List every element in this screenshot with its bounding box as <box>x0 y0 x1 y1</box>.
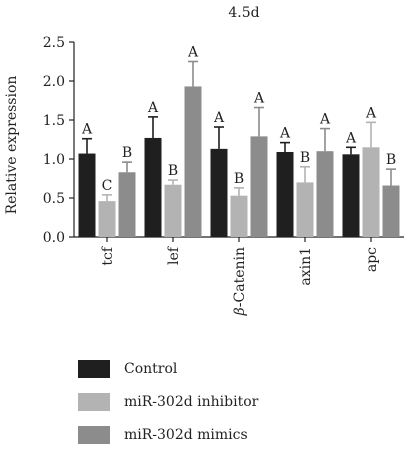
x-tick-label: β-Catenin <box>232 247 248 316</box>
legend-label-inhibitor: miR-302d inhibitor <box>124 393 259 410</box>
x-tick-label: axin1 <box>298 247 314 286</box>
x-tick-label: lef <box>166 245 182 265</box>
significance-label: A <box>213 110 225 126</box>
bar <box>316 151 334 237</box>
bar <box>296 182 314 237</box>
significance-label: B <box>300 150 310 166</box>
legend-swatch-control <box>78 359 110 378</box>
legend-item-inhibitor: miR-302d inhibitor <box>78 385 258 418</box>
y-tick-label: 2.5 <box>43 35 65 51</box>
bar <box>230 195 248 237</box>
y-tick-label: 0.0 <box>43 230 65 246</box>
bar <box>118 172 136 237</box>
significance-label: A <box>187 45 199 61</box>
bar <box>342 154 360 237</box>
legend-item-control: Control <box>78 352 258 385</box>
significance-label: A <box>345 130 357 146</box>
y-axis-label: Relative expression <box>4 76 20 215</box>
significance-label: C <box>102 178 113 194</box>
legend-swatch-inhibitor <box>78 392 110 411</box>
significance-label: A <box>279 126 291 142</box>
significance-label: B <box>168 163 178 179</box>
legend: Control miR-302d inhibitor miR-302d mimi… <box>78 352 258 451</box>
bar <box>164 184 182 237</box>
bar <box>184 86 202 238</box>
y-tick-label: 0.5 <box>43 191 65 207</box>
bar <box>98 201 116 237</box>
bar <box>250 136 268 237</box>
x-tick-label: apc <box>364 247 380 272</box>
legend-swatch-mimics <box>78 425 110 444</box>
chart-title: 4.5d <box>228 5 259 21</box>
significance-label: A <box>365 105 377 121</box>
significance-label: B <box>122 145 132 161</box>
y-tick-label: 1.5 <box>43 113 65 129</box>
plot-area: 0.00.51.01.52.02.5ACBtcfABAlefABAβ-Caten… <box>43 35 404 316</box>
bar <box>210 148 228 237</box>
legend-label-mimics: miR-302d mimics <box>124 426 248 443</box>
legend-item-mimics: miR-302d mimics <box>78 418 258 451</box>
bar <box>276 151 294 237</box>
bar <box>382 185 400 237</box>
significance-label: A <box>81 122 93 138</box>
bar <box>78 153 96 237</box>
significance-label: A <box>147 100 159 116</box>
y-tick-label: 1.0 <box>43 152 65 168</box>
significance-label: A <box>253 91 265 107</box>
bar-chart: 4.5d Relative expression 0.0 0.5 1.0 1.5 2.0… <box>4 5 404 316</box>
bar <box>362 147 380 237</box>
x-tick-label: tcf <box>100 245 116 265</box>
bar <box>144 137 162 237</box>
y-tick-label: 2.0 <box>43 74 65 90</box>
significance-label: B <box>386 152 396 168</box>
significance-label: A <box>319 112 331 128</box>
significance-label: B <box>234 171 244 187</box>
legend-label-control: Control <box>124 360 178 377</box>
